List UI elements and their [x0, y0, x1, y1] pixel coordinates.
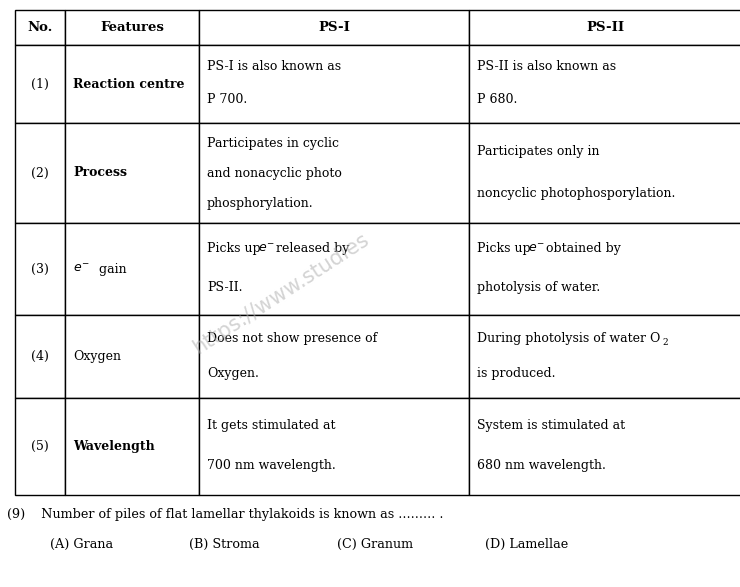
Text: (C) Granum: (C) Granum	[337, 538, 413, 551]
Text: photolysis of water.: photolysis of water.	[477, 281, 600, 294]
Text: https://www.studies: https://www.studies	[189, 229, 373, 358]
Bar	[469, 123, 740, 223]
Bar	[65, 45, 199, 123]
Bar	[199, 45, 469, 123]
Text: (D) Lamellae: (D) Lamellae	[485, 538, 568, 551]
Text: P 700.: P 700.	[207, 93, 247, 106]
Text: Does not show presence of: Does not show presence of	[207, 332, 377, 345]
Text: Picks up: Picks up	[477, 242, 534, 255]
Bar	[199, 123, 469, 223]
Bar	[15, 123, 65, 223]
Text: PS-I: PS-I	[318, 21, 350, 34]
Text: phosphorylation.: phosphorylation.	[207, 197, 314, 210]
Bar	[199, 10, 469, 45]
Text: and nonacyclic photo: and nonacyclic photo	[207, 167, 342, 180]
Bar	[15, 10, 65, 45]
Text: (A) Grana: (A) Grana	[50, 538, 113, 551]
Text: (1): (1)	[31, 77, 49, 90]
Bar	[469, 223, 740, 315]
Bar	[199, 223, 469, 315]
Text: During photolysis of water O: During photolysis of water O	[477, 332, 660, 345]
Text: (3): (3)	[31, 262, 49, 275]
Bar	[65, 315, 199, 398]
Text: 680 nm wavelength.: 680 nm wavelength.	[477, 460, 606, 473]
Text: Oxygen.: Oxygen.	[207, 367, 259, 380]
Text: (B) Stroma: (B) Stroma	[189, 538, 259, 551]
Bar	[469, 315, 740, 398]
Text: Participates in cyclic: Participates in cyclic	[207, 137, 339, 150]
Text: 700 nm wavelength.: 700 nm wavelength.	[207, 460, 336, 473]
Text: No.: No.	[27, 21, 53, 34]
Text: gain: gain	[91, 262, 127, 275]
Bar	[65, 398, 199, 495]
Bar	[15, 45, 65, 123]
Text: (9)    Number of piles of flat lamellar thylakoids is known as ......... .: (9) Number of piles of flat lamellar thy…	[7, 508, 443, 521]
Text: System is stimulated at: System is stimulated at	[477, 419, 625, 431]
Text: It gets stimulated at: It gets stimulated at	[207, 419, 335, 431]
Text: Participates only in: Participates only in	[477, 144, 599, 157]
Text: 2: 2	[662, 338, 667, 347]
Text: obtained by: obtained by	[542, 242, 621, 255]
Text: noncyclic photophosporylation.: noncyclic photophosporylation.	[477, 187, 676, 200]
Text: Features: Features	[100, 21, 164, 34]
Bar	[65, 223, 199, 315]
Text: PS-I is also known as: PS-I is also known as	[207, 60, 341, 73]
Text: Reaction centre: Reaction centre	[73, 77, 184, 90]
Text: (5): (5)	[31, 440, 49, 453]
Text: P 680.: P 680.	[477, 93, 517, 106]
Text: $e^{-}$: $e^{-}$	[258, 242, 275, 255]
Text: Picks up: Picks up	[207, 242, 265, 255]
Bar	[469, 45, 740, 123]
Text: PS-II is also known as: PS-II is also known as	[477, 60, 616, 73]
Text: Oxygen: Oxygen	[73, 350, 121, 363]
Bar	[15, 398, 65, 495]
Bar	[15, 315, 65, 398]
Text: $e^{-}$: $e^{-}$	[73, 262, 90, 275]
Bar	[199, 315, 469, 398]
Text: $e^{-}$: $e^{-}$	[528, 242, 545, 255]
Bar	[469, 10, 740, 45]
Text: is produced.: is produced.	[477, 367, 556, 380]
Text: Wavelength: Wavelength	[73, 440, 155, 453]
Bar	[65, 123, 199, 223]
Text: PS-II: PS-II	[586, 21, 624, 34]
Bar	[15, 223, 65, 315]
Text: PS-II.: PS-II.	[207, 281, 243, 294]
Bar	[469, 398, 740, 495]
Text: (4): (4)	[31, 350, 49, 363]
Text: released by: released by	[272, 242, 349, 255]
Text: (2): (2)	[31, 167, 49, 180]
Bar	[65, 10, 199, 45]
Text: Process: Process	[73, 167, 127, 180]
Bar	[199, 398, 469, 495]
